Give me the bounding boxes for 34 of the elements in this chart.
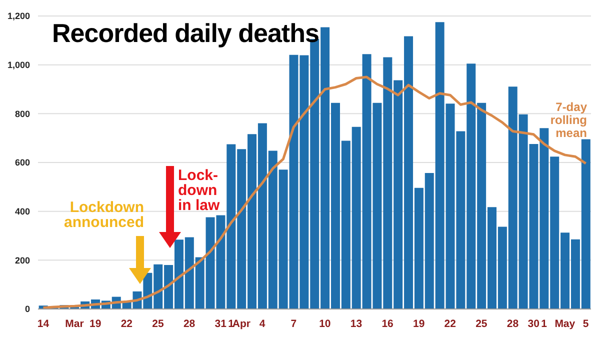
x-tick-label: 1 <box>228 318 234 330</box>
x-tick-label: Mar <box>65 318 84 330</box>
y-tick-label: 600 <box>14 158 30 168</box>
x-tick-label: 31 <box>214 318 227 330</box>
x-tick-label: Apr <box>232 318 251 330</box>
x-tick-label: 22 <box>120 318 133 330</box>
annotation: Lockdown announced <box>62 199 144 231</box>
y-tick-label: 800 <box>14 108 30 119</box>
y-tick-label: 1,000 <box>7 60 30 70</box>
x-tick-label: 5 <box>582 318 589 330</box>
x-tick-label: 28 <box>506 318 519 330</box>
x-tick-label: 28 <box>183 318 196 330</box>
x-tick-label: 22 <box>444 318 456 330</box>
x-tick-label: 25 <box>476 318 488 330</box>
x-tick-label: 19 <box>412 318 425 330</box>
x-tick-label: May <box>554 318 576 330</box>
y-tick-label: 200 <box>14 255 30 266</box>
x-tick-label: 16 <box>382 318 394 330</box>
line-series <box>42 76 588 309</box>
annotation: Lock-down in law <box>178 167 221 214</box>
y-tick-label: 400 <box>14 206 30 217</box>
x-tick-label: 30 <box>528 318 540 330</box>
x-tick-label: 13 <box>350 318 362 330</box>
y-tick-label: 1,200 <box>7 11 30 22</box>
y-tick-label: 0 <box>24 304 30 314</box>
x-tick-label: 7 <box>290 318 297 330</box>
x-tick-label: 25 <box>152 318 164 330</box>
x-tick-label: 1 <box>541 318 548 330</box>
x-tick-label: 19 <box>90 318 102 330</box>
chart-title: Recorded daily deaths <box>52 18 319 49</box>
series-label: 7-day rolling mean <box>549 100 587 140</box>
x-tick-label: 10 <box>319 318 331 330</box>
x-tick-label: 14 <box>37 318 50 330</box>
x-tick-label: 4 <box>259 318 266 330</box>
